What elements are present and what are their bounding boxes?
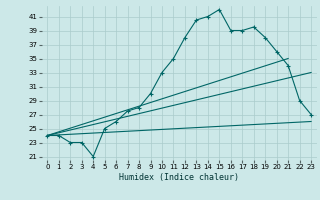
X-axis label: Humidex (Indice chaleur): Humidex (Indice chaleur) (119, 173, 239, 182)
